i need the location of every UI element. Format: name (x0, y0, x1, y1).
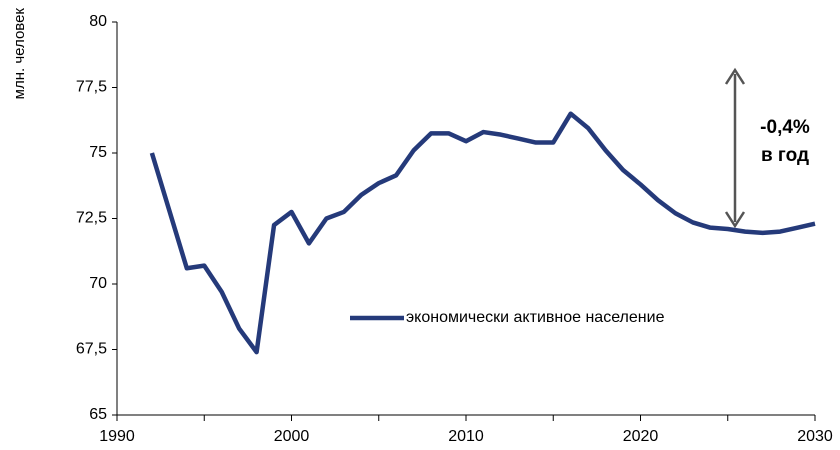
y-tick-label: 72,5 (76, 210, 107, 227)
y-tick-label: 65 (89, 406, 107, 423)
annotation: -0,4% (760, 117, 810, 138)
x-tick-label: 2020 (623, 428, 659, 445)
y-tick-label: 67,5 (76, 341, 107, 358)
legend-label: экономически активное население (406, 309, 665, 326)
y-axis-label: млн. человек (11, 8, 28, 100)
x-tick-label: 2030 (797, 428, 833, 445)
x-tick-label: 2010 (448, 428, 484, 445)
y-tick-label: 75 (89, 144, 107, 161)
x-tick-label: 1990 (99, 428, 135, 445)
y-tick-label: 70 (89, 275, 107, 292)
y-tick-label: 77,5 (76, 79, 107, 96)
data-line (149, 111, 816, 355)
annotation-arrow (724, 67, 746, 229)
x-tick-label: 2000 (274, 428, 310, 445)
annotation: в год (761, 145, 809, 166)
y-tick-label: 80 (89, 13, 107, 30)
